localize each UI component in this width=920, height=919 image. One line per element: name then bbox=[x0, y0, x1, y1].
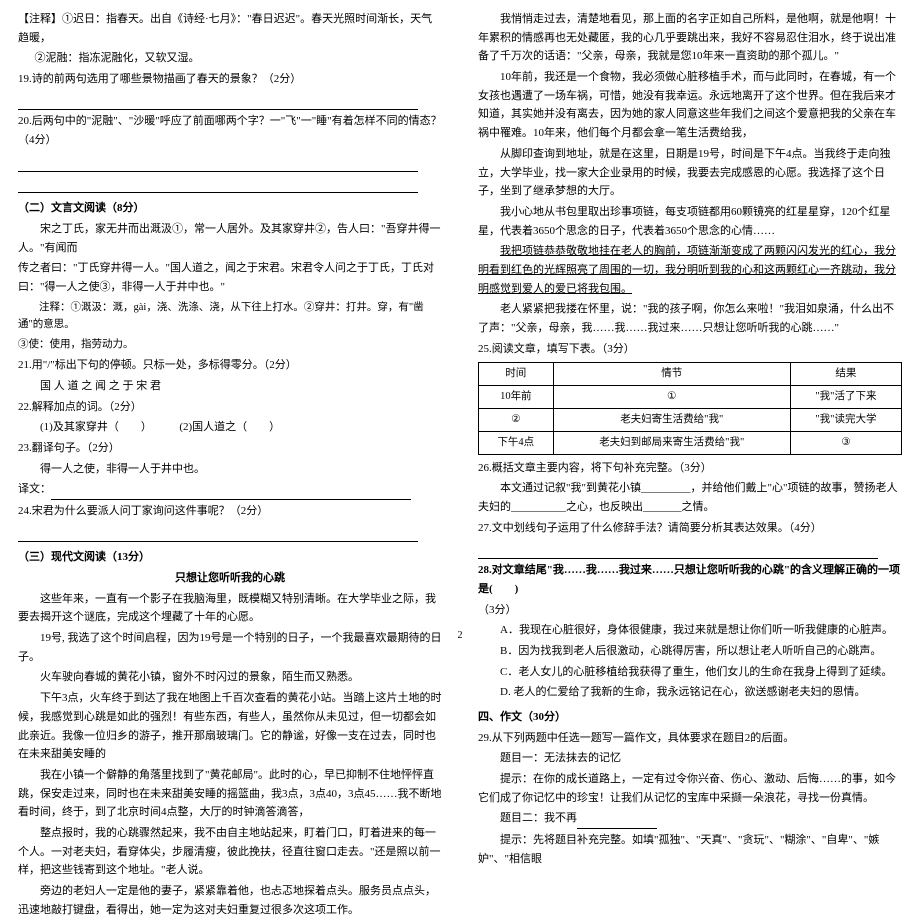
para-6b: 旁边的老妇人一定是他的妻子，紧紧靠着他，也忐忑地探着点头。服务员点点头，迅速地敲… bbox=[18, 882, 442, 919]
th-2: 情节 bbox=[553, 363, 790, 386]
wenyan-note-2: ③使：使用，指劳动力。 bbox=[18, 336, 442, 354]
q22-title: 22.解释加点的词。（2分） bbox=[18, 398, 442, 417]
q28-a: A．我现在心脏很好，身体很健康，我过来就是想让你们听一听我健康的心脏声。 bbox=[478, 621, 902, 640]
para-6: 整点报时，我的心跳骤然起来，我不由自主地站起来，盯着门口，盯着进来的每一个人。一… bbox=[18, 824, 442, 880]
blank-line bbox=[18, 152, 442, 172]
td: ① bbox=[553, 386, 790, 409]
r-para-1: 我悄悄走过去，清楚地看见，那上面的名字正如自己所料，是他啊，就是他啊！十年累积的… bbox=[478, 10, 902, 66]
q22-items: (1)及其家穿井（ ） (2)国人道之（ ） bbox=[18, 418, 442, 437]
q20: 20.后两句中的"泥融"、"沙暖"呼应了前面哪两个字？一"飞"一"睡"有着怎样不… bbox=[18, 112, 442, 149]
article-title: 只想让您听听我的心跳 bbox=[18, 569, 442, 588]
q25-table: 时间情节结果 10年前①"我"活了下来 ②老夫妇寄生活费给"我""我"读完大学 … bbox=[478, 362, 902, 454]
td: 下午4点 bbox=[479, 431, 554, 454]
r-para-4: 我小心地从书包里取出珍事项链，每支项链都用60颗镜亮的红星星穿，120个红星星，… bbox=[478, 203, 902, 240]
page-number: 2 bbox=[458, 627, 463, 644]
q27: 27.文中划线句子运用了什么修辞手法？请简要分析其表达效果。（4分） bbox=[478, 519, 902, 538]
note-1: 【注释】①迟日：指春天。出自《诗经·七月》："春日迟迟"。春天光照时间渐长，天气… bbox=[18, 10, 442, 47]
section-4-title: 四、作文（30分） bbox=[478, 708, 902, 727]
q21-text: 国 人 道 之 闻 之 于 宋 君 bbox=[18, 377, 442, 396]
r-para-3: 从脚印查询到地址，就是在这里，日期是19号，时间是下午4点。当我终于走向独立，大… bbox=[478, 145, 902, 201]
wenyan-note-1: 注释：①溉汲：溉，gài，浇、洗涤、浇，从下往上打水。②穿井：打井。穿，有"凿通… bbox=[18, 299, 442, 335]
q28-title: 28.对文章结尾"我……我……我过来……只想让您听听我的心跳"的含义理解正确的一… bbox=[478, 561, 902, 598]
wenyan-2: 传之者曰："丁氏穿井得一人。"国人道之，闻之于宋君。宋君令人问之于丁氏，丁氏对曰… bbox=[18, 259, 442, 296]
blank-line bbox=[18, 523, 442, 543]
para-1: 这些年来，一直有一个影子在我脑海里，既模糊又特别清晰。在大学毕业之际，我要去揭开… bbox=[18, 590, 442, 627]
para-5: 我在小镇一个僻静的角落里找到了"黄花邮局"。此时的心，早已抑制不住地怦怦直跳，保… bbox=[18, 766, 442, 822]
blank-line bbox=[18, 91, 442, 111]
r-para-5-underline: 我把项链恭恭敬敬地挂在老人的胸前，项链渐渐变成了两颗闪闪发光的红心，我分明看到红… bbox=[478, 242, 902, 298]
para-2: 19号, 我选了这个时间启程，因为19号是一个特别的日子，一个我最喜欢最期待的日… bbox=[18, 629, 442, 666]
section-2-title: （二）文言文阅读（8分） bbox=[18, 199, 442, 218]
blank-line bbox=[18, 174, 442, 194]
para-4: 下午3点，火车终于到达了我在地图上千百次查看的黄花小站。当踏上这片土地的时候，我… bbox=[18, 689, 442, 764]
td: ② bbox=[479, 409, 554, 432]
td: ③ bbox=[790, 431, 901, 454]
r-para-2: 10年前，我还是一个食物，我必须做心脏移植手术，而与此同时，在春城，有一个女孩也… bbox=[478, 68, 902, 143]
w29: 29.从下列两题中任选一题写一篇作文，具体要求在题目2的后面。 bbox=[478, 729, 902, 748]
q28-b: B．因为找我到老人后很激动，心跳得厉害，所以想让老人听听自己的心跳声。 bbox=[478, 642, 902, 661]
q21-title: 21.用"/"标出下句的停顿。只标一处，多标得零分。（2分） bbox=[18, 356, 442, 375]
topic-1-hint: 提示：在你的成长道路上，一定有过令你兴奋、伤心、激动、后悔……的事，如今它们成了… bbox=[478, 770, 902, 807]
q23-title: 23.翻译句子。（2分） bbox=[18, 439, 442, 458]
topic-2: 题目二：我不再 bbox=[478, 809, 902, 829]
q26-b: 本文通过记叙"我"到黄花小镇_________，并给他们戴上"心"项链的故事，赞… bbox=[478, 479, 902, 516]
q19: 19.诗的前两句选用了哪些景物描画了春天的景象？（2分） bbox=[18, 70, 442, 89]
q28-d: D. 老人的仁爱给了我新的生命，我永远铭记在心，欲送感谢老夫妇的恩情。 bbox=[478, 683, 902, 702]
th-3: 结果 bbox=[790, 363, 901, 386]
wenyan-1: 宋之丁氏，家无井而出溉汲①，常一人居外。及其家穿井②，告人曰："吾穿井得一人。"… bbox=[18, 220, 442, 257]
section-3-title: （三）现代文阅读（13分） bbox=[18, 548, 442, 567]
q23-text: 得一人之使，非得一人于井中也。 bbox=[18, 460, 442, 479]
topic-1: 题目一：无法抹去的记忆 bbox=[478, 749, 902, 768]
q23-answer: 译文： bbox=[18, 480, 442, 500]
q24: 24.宋君为什么要派人问丁家询问这件事呢？（2分） bbox=[18, 502, 442, 521]
td: "我"活了下来 bbox=[790, 386, 901, 409]
para-3: 火车驶向春城的黄花小镇，窗外不时闪过的景象，陌生而又熟悉。 bbox=[18, 668, 442, 687]
q28-score: （3分） bbox=[478, 601, 902, 620]
td: 老夫妇寄生活费给"我" bbox=[553, 409, 790, 432]
blank-line bbox=[478, 540, 902, 560]
q22-a: (1)及其家穿井（ ） bbox=[40, 421, 146, 433]
q26-a: 26.概括文章主要内容，将下句补充完整。（3分） bbox=[478, 459, 902, 478]
td: "我"读完大学 bbox=[790, 409, 901, 432]
q22-b: (2)国人道之（ ） bbox=[179, 421, 280, 433]
note-2: ②泥融：指冻泥融化，又软又湿。 bbox=[18, 49, 442, 68]
td: 10年前 bbox=[479, 386, 554, 409]
q25: 25.阅读文章，填写下表。（3分） bbox=[478, 340, 902, 359]
topic-2-hint: 提示：先将题目补充完整。如填"孤独"、"天真"、"贪玩"、"糊涂"、"自卑"、"… bbox=[478, 831, 902, 868]
r-para-6: 老人紧紧把我搂在怀里，说："我的孩子啊，你怎么来啦！"我泪如泉涌，什么出不了声：… bbox=[478, 300, 902, 337]
td: 老夫妇到邮局来寄生活费给"我" bbox=[553, 431, 790, 454]
q28-c: C．老人女儿的心脏移植给我获得了重生，他们女儿的生命在我身上得到了延续。 bbox=[478, 663, 902, 682]
th-1: 时间 bbox=[479, 363, 554, 386]
